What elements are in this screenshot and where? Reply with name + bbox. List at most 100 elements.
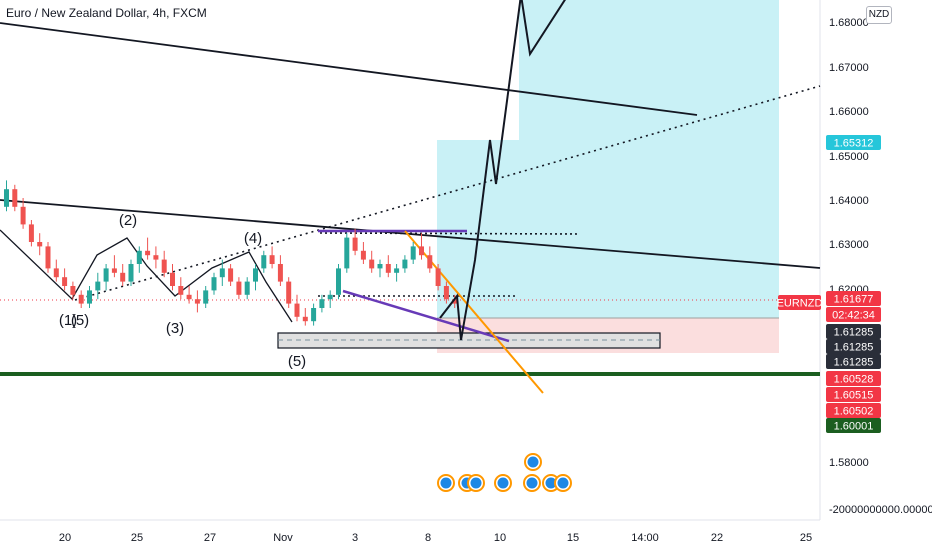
candle-body xyxy=(319,299,325,308)
candle-body xyxy=(369,259,375,269)
price-badge-label: 1.61285 xyxy=(834,327,874,339)
candle-body xyxy=(45,246,51,269)
y-tick-label: 1.58000 xyxy=(829,457,869,469)
y-tick-label: 1.64000 xyxy=(829,195,869,207)
currency-badge[interactable]: NZD xyxy=(866,6,892,24)
candle-body xyxy=(443,286,449,300)
candle-body xyxy=(410,246,416,260)
price-badge xyxy=(826,135,881,150)
event-icon-inner xyxy=(440,477,452,489)
candle-body xyxy=(394,268,400,273)
candle-body xyxy=(277,264,283,282)
candle-body xyxy=(336,268,341,295)
event-icon-inner xyxy=(545,477,557,489)
candle-body xyxy=(136,250,142,264)
candle-body xyxy=(211,277,217,291)
candle-body xyxy=(203,290,209,304)
wave-label: (2) xyxy=(119,212,137,229)
candle-body xyxy=(377,264,383,269)
candle-body xyxy=(419,246,424,256)
candle-body xyxy=(286,281,292,304)
price-badge-label: 1.60515 xyxy=(834,390,874,402)
price-badge xyxy=(826,387,881,402)
candle-body xyxy=(78,294,84,304)
x-tick-label: 3 xyxy=(352,532,358,544)
candle-body xyxy=(128,264,134,282)
target-zone-upper xyxy=(519,0,779,318)
event-icon-inner xyxy=(497,477,509,489)
wave-label: (1) xyxy=(59,312,77,329)
price-badge xyxy=(826,339,881,354)
candle-body xyxy=(145,250,151,256)
candle-body xyxy=(12,189,18,207)
price-badge xyxy=(826,403,881,418)
price-badge-label: 02:42:34 xyxy=(832,310,875,322)
candle-body xyxy=(385,264,391,273)
event-icon-inner xyxy=(557,477,569,489)
candle-body xyxy=(294,303,300,317)
candle-body xyxy=(87,290,92,304)
price-badge xyxy=(826,291,881,306)
y-tick-label: 1.66000 xyxy=(829,106,869,118)
candle-body xyxy=(452,299,458,304)
candle-body xyxy=(402,259,408,269)
candle-body xyxy=(20,206,26,225)
candle-body xyxy=(228,268,234,282)
candle-body xyxy=(435,268,441,286)
price-badge xyxy=(826,371,881,386)
x-tick-label: 14:00 xyxy=(631,532,659,544)
candle-body xyxy=(311,308,317,322)
candle-body xyxy=(153,255,159,260)
wave-label: (5) xyxy=(288,353,306,370)
wave-label: (5) xyxy=(71,312,89,329)
x-tick-label: 22 xyxy=(711,532,723,544)
event-icon-inner xyxy=(470,477,482,489)
x-tick-label: Nov xyxy=(273,532,293,544)
candle-body xyxy=(53,268,59,278)
candle-body xyxy=(244,281,250,295)
candle-body xyxy=(360,250,366,260)
x-tick-label: 20 xyxy=(59,532,71,544)
candle-body xyxy=(253,268,258,282)
candle-body xyxy=(62,277,68,286)
price-badge-label: 1.60528 xyxy=(834,374,874,386)
candle-body xyxy=(344,237,350,269)
candle-body xyxy=(186,294,192,300)
price-badge-label: 1.65312 xyxy=(834,138,874,150)
price-badge xyxy=(826,324,881,339)
candle-body xyxy=(170,272,175,286)
chart-title: Euro / New Zealand Dollar, 4h, FXCM xyxy=(6,6,207,20)
candle-body xyxy=(269,255,275,264)
wave-label: (3) xyxy=(166,320,184,337)
y-tick-label: 1.68000 xyxy=(829,17,869,29)
candle-body xyxy=(120,272,126,282)
candle-body xyxy=(352,237,358,251)
purple-channel-line xyxy=(342,289,510,343)
candle-body xyxy=(302,316,308,322)
candle-body xyxy=(28,224,34,242)
candle-body xyxy=(236,281,242,295)
candle-body xyxy=(327,294,333,300)
event-icon-inner xyxy=(526,477,538,489)
price-badge-label: EURNZD xyxy=(777,298,823,310)
projected-path xyxy=(439,0,566,341)
y-tick-label: -20000000000.00000 xyxy=(829,504,932,516)
price-badge-label: 1.61285 xyxy=(834,357,874,369)
candle-body xyxy=(194,299,200,304)
y-tick-label: 1.63000 xyxy=(829,239,869,251)
wave-label: (4) xyxy=(244,230,262,247)
x-tick-label: 25 xyxy=(131,532,143,544)
x-tick-label: 8 xyxy=(425,532,431,544)
upper-trendline xyxy=(0,22,698,116)
candle-body xyxy=(178,286,184,295)
candle-body xyxy=(37,242,43,247)
y-tick-label: 1.65000 xyxy=(829,151,869,163)
candle-body xyxy=(427,255,433,269)
price-badge xyxy=(826,354,881,369)
x-tick-label: 15 xyxy=(567,532,579,544)
candle-body xyxy=(103,268,109,282)
price-badge xyxy=(778,295,821,310)
price-badge-label: 1.61285 xyxy=(834,342,874,354)
